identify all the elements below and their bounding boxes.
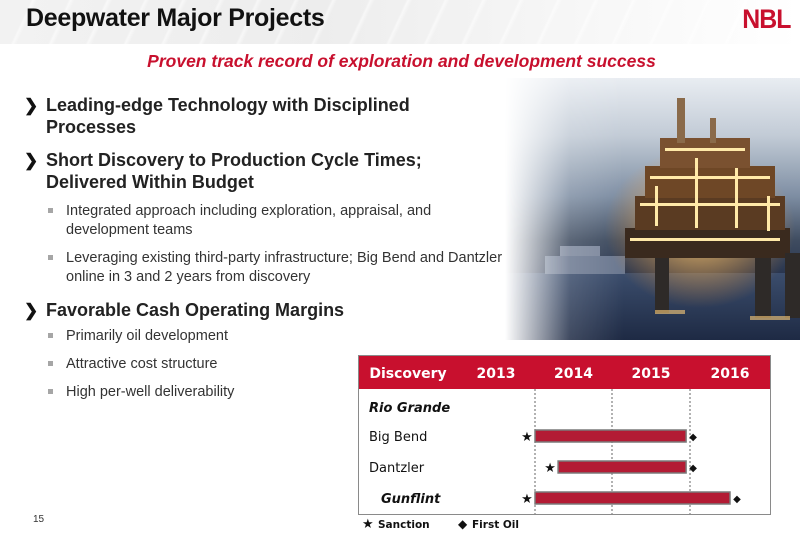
bullet-text: Leading-edge Technology with Disciplined… bbox=[46, 95, 410, 137]
square-bullet-icon bbox=[48, 361, 53, 366]
column-header-2016: 2016 bbox=[711, 366, 750, 382]
row-label: Rio Grande bbox=[369, 401, 450, 416]
sanction-star-icon: ★ bbox=[521, 430, 533, 445]
row-label: Big Bend bbox=[369, 430, 427, 445]
bullet-level1: ❯ Favorable Cash Operating Margins bbox=[22, 299, 502, 321]
page-title: Deepwater Major Projects bbox=[26, 4, 325, 32]
table-header-band bbox=[359, 356, 770, 389]
company-logo: NBL bbox=[741, 4, 791, 34]
bullet-level2: High per-well deliverability bbox=[22, 383, 502, 402]
sub-bullet-text: Integrated approach including exploratio… bbox=[66, 203, 432, 238]
chevron-right-icon: ❯ bbox=[24, 96, 39, 115]
chevron-right-icon: ❯ bbox=[24, 151, 39, 170]
column-header-discovery: Discovery bbox=[369, 366, 446, 382]
timeline-bar bbox=[534, 491, 731, 505]
bullet-text: Short Discovery to Production Cycle Time… bbox=[46, 150, 422, 192]
bullet-text: Favorable Cash Operating Margins bbox=[46, 300, 345, 320]
square-bullet-icon bbox=[48, 255, 53, 260]
column-header-2014: 2014 bbox=[554, 366, 593, 382]
sub-bullet-text: High per-well deliverability bbox=[66, 384, 235, 400]
timeline-bar bbox=[557, 460, 687, 474]
bullet-level2: Attractive cost structure bbox=[22, 355, 502, 374]
page-number: 15 bbox=[33, 514, 45, 525]
column-header-2013: 2013 bbox=[477, 366, 516, 382]
page-subtitle: Proven track record of exploration and d… bbox=[147, 51, 656, 71]
first-oil-diamond-icon: ◆ bbox=[689, 463, 697, 474]
timeline-svg: Discovery 2013 2014 2015 2016 Rio Grande Big B… bbox=[359, 356, 770, 514]
bullet-level2: Integrated approach including exploratio… bbox=[22, 202, 486, 240]
sanction-star-icon: ★ bbox=[521, 492, 533, 507]
legend-sanction-label: Sanction bbox=[378, 519, 430, 531]
row-label: Dantzler bbox=[369, 461, 425, 476]
platform-illustration bbox=[505, 98, 800, 340]
column-header-2015: 2015 bbox=[632, 366, 671, 382]
sub-bullet-text: Primarily oil development bbox=[66, 328, 228, 344]
square-bullet-icon bbox=[48, 333, 53, 338]
row-label: Gunflint bbox=[381, 492, 441, 507]
timeline-bar bbox=[534, 429, 687, 443]
bullet-level2: Leveraging existing third-party infrastr… bbox=[22, 249, 516, 287]
sanction-star-icon: ★ bbox=[544, 461, 556, 476]
chevron-right-icon: ❯ bbox=[24, 301, 39, 320]
star-icon: ★ bbox=[362, 517, 374, 532]
first-oil-diamond-icon: ◆ bbox=[689, 432, 697, 443]
bullet-level1: ❯ Leading-edge Technology with Disciplin… bbox=[22, 94, 486, 138]
bullet-level1: ❯ Short Discovery to Production Cycle Ti… bbox=[22, 149, 506, 193]
bullet-list: ❯ Leading-edge Technology with Disciplin… bbox=[22, 94, 502, 402]
sub-bullet-text: Attractive cost structure bbox=[66, 356, 218, 372]
offshore-platform-photo bbox=[505, 78, 800, 340]
first-oil-diamond-icon: ◆ bbox=[733, 494, 741, 505]
project-timeline-chart: Discovery 2013 2014 2015 2016 Rio Grande Big B… bbox=[358, 355, 771, 515]
square-bullet-icon bbox=[48, 389, 53, 394]
square-bullet-icon bbox=[48, 208, 53, 213]
header-band bbox=[0, 0, 800, 44]
diamond-icon: ◆ bbox=[458, 517, 468, 531]
legend-first-oil-label: First Oil bbox=[472, 519, 519, 531]
bullet-level2: Primarily oil development bbox=[22, 327, 502, 346]
sub-bullet-text: Leveraging existing third-party infrastr… bbox=[66, 250, 503, 285]
